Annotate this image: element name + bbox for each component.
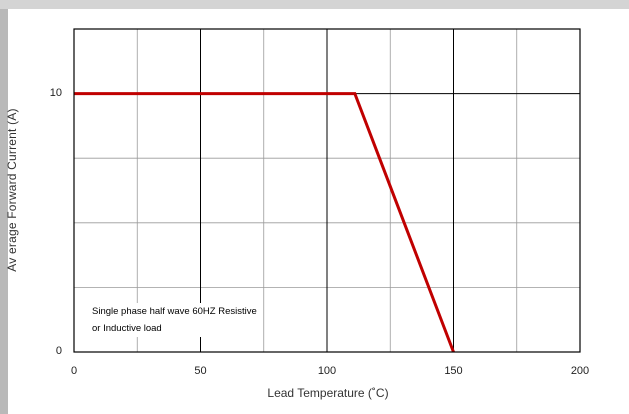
series-line (74, 92, 455, 353)
marks-layer (74, 92, 455, 353)
x-tick-label: 200 (570, 365, 590, 377)
x-axis-label: Lead Temperature (˚C) (267, 386, 389, 400)
annotation-line-1: Single phase half wave 60HZ Resistive (92, 306, 257, 317)
x-tick-label: 150 (444, 365, 463, 377)
x-tick-label: 100 (317, 365, 337, 377)
x-tick-label: 0 (70, 365, 78, 377)
y-tick-label: 10 (49, 86, 62, 99)
top-window-edge (0, 0, 629, 9)
left-window-bar (0, 0, 8, 414)
annotation-line-2: or Inductive load (92, 323, 162, 334)
plot-frame (73, 28, 581, 353)
annotation-box: Single phase half wave 60HZ Resistive or… (88, 303, 261, 337)
y-tick-label: 0 (55, 345, 62, 357)
x-tick-label: 50 (194, 365, 207, 377)
y-axis-label: Av erage Forward Current (A) (5, 108, 19, 272)
